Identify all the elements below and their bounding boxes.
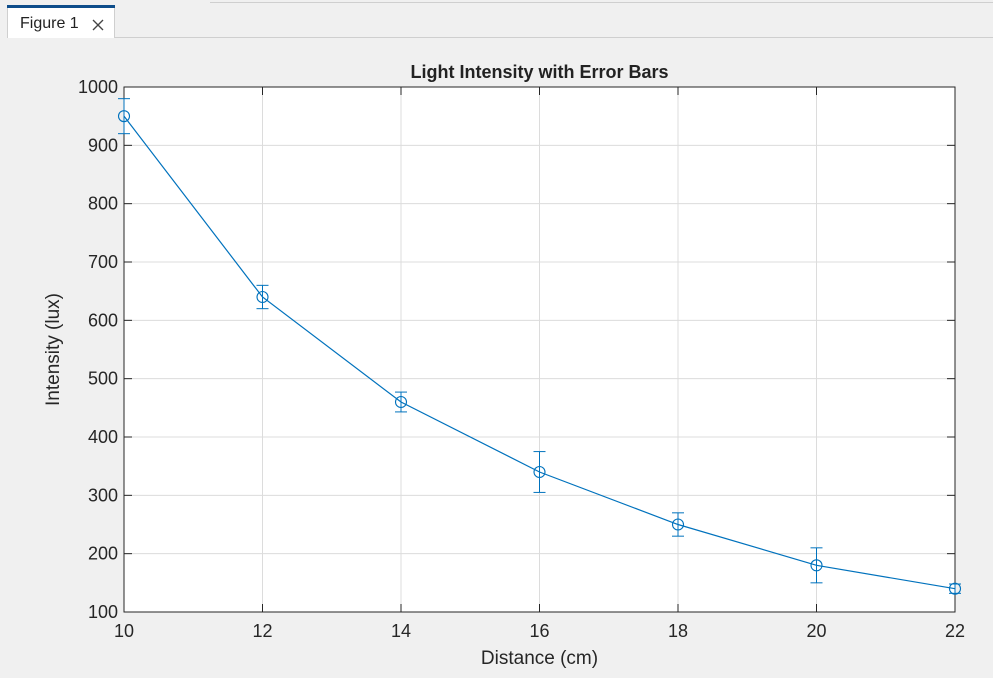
y-tick-label: 200 xyxy=(88,544,118,564)
x-tick-label: 18 xyxy=(668,621,688,641)
error-bar xyxy=(949,583,961,594)
x-tick-label: 12 xyxy=(252,621,272,641)
chart-title: Light Intensity with Error Bars xyxy=(410,62,668,82)
y-tick-label: 700 xyxy=(88,252,118,272)
x-axis-label: Distance (cm) xyxy=(481,648,598,669)
y-tick-label: 500 xyxy=(88,369,118,389)
error-bar xyxy=(533,451,546,493)
series-group xyxy=(117,98,962,595)
tick-labels: 10 12 14 16 18 20 22 100 200 300 400 500 600 700 800 90… xyxy=(78,77,965,641)
error-bar xyxy=(118,98,130,135)
y-tick-label: 900 xyxy=(88,135,118,155)
tabstrip-bottom-border xyxy=(115,37,993,38)
y-tick-label: 400 xyxy=(88,427,118,447)
data-point xyxy=(810,559,823,572)
figure-tabstrip: Figure 1 xyxy=(0,0,993,38)
tab-active-indicator xyxy=(7,5,115,8)
x-tick-label: 16 xyxy=(529,621,549,641)
data-point xyxy=(671,518,685,531)
error-bar xyxy=(395,391,407,413)
y-tick-label: 100 xyxy=(88,602,118,622)
tabstrip-top-border xyxy=(210,2,993,3)
error-bar xyxy=(256,284,269,310)
data-point xyxy=(256,290,269,304)
y-tick-label: 300 xyxy=(88,485,118,505)
y-tick-label: 1000 xyxy=(78,77,118,97)
x-tick-label: 22 xyxy=(945,621,965,641)
y-tick-label: 800 xyxy=(88,194,118,214)
data-point xyxy=(533,465,546,479)
y-axis-label: Intensity (lux) xyxy=(43,293,64,406)
axis-ticks xyxy=(123,86,956,613)
error-bar xyxy=(672,512,684,537)
data-point xyxy=(117,110,131,123)
close-icon[interactable] xyxy=(92,18,104,31)
data-point xyxy=(394,395,408,409)
x-tick-label: 20 xyxy=(806,621,826,641)
tab-label: Figure 1 xyxy=(20,15,79,32)
error-bar xyxy=(810,547,823,584)
x-tick-label: 14 xyxy=(391,621,411,641)
tab-figure-1[interactable]: Figure 1 xyxy=(7,5,115,38)
y-tick-label: 600 xyxy=(88,310,118,330)
x-tick-label: 10 xyxy=(114,621,134,641)
data-point xyxy=(948,582,962,595)
